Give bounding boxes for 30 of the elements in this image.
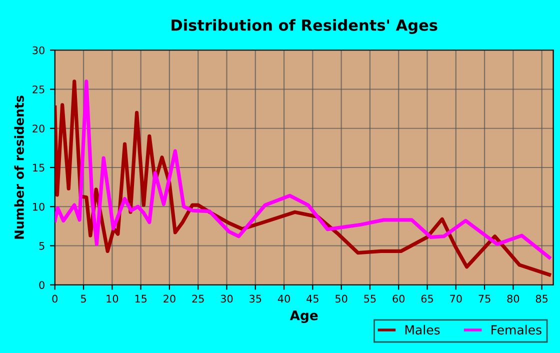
y-tick-label: 10	[33, 202, 44, 211]
y-tick-label: 5	[39, 242, 44, 250]
chart-title: Distribution of Residents' Ages	[172, 19, 438, 34]
x-tick-label: 20	[164, 294, 176, 303]
x-tick-label: 45	[306, 294, 318, 303]
x-tick-label: 25	[192, 294, 204, 303]
x-tick-label: 75	[478, 294, 490, 303]
x-tick-label: 50	[335, 294, 348, 303]
x-tick-label: 10	[106, 294, 118, 303]
x-tick-label: 15	[135, 294, 147, 303]
x-tick-label: 40	[278, 294, 290, 303]
y-tick-label: 30	[32, 46, 44, 54]
legend-label: Males	[405, 324, 440, 335]
x-tick-label: 35	[250, 294, 262, 303]
x-tick-label: 65	[421, 294, 433, 303]
x-tick-label: 55	[364, 294, 376, 303]
x-tick-label: 80	[507, 294, 520, 303]
x-tick-label: 0	[52, 294, 58, 303]
x-tick-label: 85	[536, 294, 548, 303]
y-tick-label: 25	[32, 85, 44, 94]
y-tick-label: 0	[39, 281, 44, 289]
x-tick-label: 5	[81, 294, 86, 303]
x-axis-title: Age	[290, 310, 318, 323]
x-tick-label: 70	[450, 294, 462, 303]
y-tick-label: 15	[33, 164, 44, 172]
legend-label: Females	[492, 324, 542, 335]
x-tick-label: 30	[220, 294, 233, 303]
x-tick-label: 60	[392, 294, 405, 303]
y-axis-title: Number of residents	[14, 96, 24, 239]
y-tick-label: 20	[32, 124, 44, 132]
